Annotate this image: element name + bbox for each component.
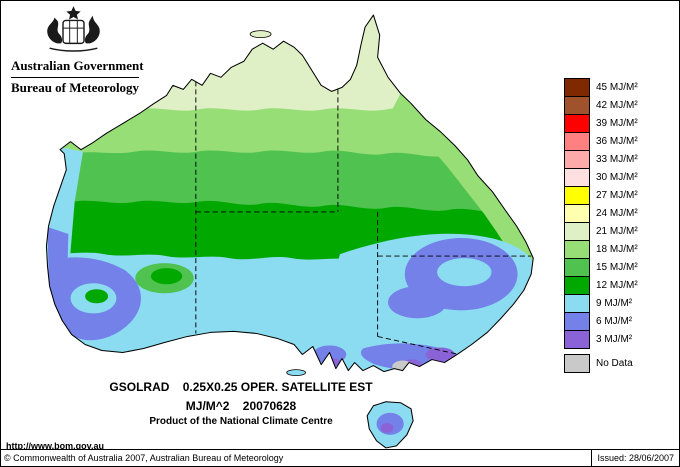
legend-swatch-15 bbox=[564, 258, 590, 277]
legend-label-15: 15 MJ/M² bbox=[596, 262, 638, 273]
melville-island bbox=[249, 30, 272, 39]
legend-swatch-42 bbox=[564, 96, 590, 115]
header: Australian Government Bureau of Meteorol… bbox=[11, 5, 161, 96]
legend-label-30: 30 MJ/M² bbox=[596, 172, 638, 183]
legend-label-nodata: No Data bbox=[596, 358, 633, 369]
legend-item-30: 30 MJ/M² bbox=[564, 168, 638, 187]
legend-item-6: 6 MJ/M² bbox=[564, 312, 638, 331]
caption-line2: MJ/M^2 20070628 bbox=[185, 399, 297, 413]
legend-label-21: 21 MJ/M² bbox=[596, 226, 638, 237]
legend-swatch-21 bbox=[564, 222, 590, 241]
legend-label-39: 39 MJ/M² bbox=[596, 118, 638, 129]
region-6mj-nsw-west bbox=[388, 286, 447, 319]
legend-label-36: 36 MJ/M² bbox=[596, 136, 638, 147]
bom-url: http://www.bom.gov.au bbox=[6, 441, 104, 451]
legend-item-18: 18 MJ/M² bbox=[564, 240, 638, 259]
legend-item-27: 27 MJ/M² bbox=[564, 186, 638, 205]
region-9mj-nsw-core bbox=[437, 258, 492, 287]
legend-swatch-27 bbox=[564, 186, 590, 205]
legend-swatch-6 bbox=[564, 312, 590, 331]
legend-item-33: 33 MJ/M² bbox=[564, 150, 638, 169]
legend-label-9: 9 MJ/M² bbox=[596, 298, 633, 309]
legend-swatch-24 bbox=[564, 204, 590, 223]
australia-solar-map bbox=[45, 14, 534, 449]
legend-item-9: 9 MJ/M² bbox=[564, 294, 638, 313]
border-nsw-vic bbox=[377, 336, 460, 355]
mainland-coastline bbox=[45, 14, 534, 373]
issued-date: Issued: 28/06/2007 bbox=[591, 450, 679, 466]
legend-swatch-9 bbox=[564, 294, 590, 313]
legend-label-12: 12 MJ/M² bbox=[596, 280, 638, 291]
legend-swatch-36 bbox=[564, 132, 590, 151]
legend-swatch-45 bbox=[564, 78, 590, 97]
legend-item-39: 39 MJ/M² bbox=[564, 114, 638, 133]
legend-swatch-3 bbox=[564, 330, 590, 349]
legend-swatch-12 bbox=[564, 276, 590, 295]
legend-label-45: 45 MJ/M² bbox=[596, 82, 638, 93]
legend-label-3: 3 MJ/M² bbox=[596, 334, 633, 345]
legend-item-3: 3 MJ/M² bbox=[564, 330, 638, 349]
region-3mj-tas bbox=[380, 422, 394, 433]
legend-swatch-nodata bbox=[564, 354, 590, 373]
legend-item-45: 45 MJ/M² bbox=[564, 78, 638, 97]
legend: 45 MJ/M² 42 MJ/M² 39 MJ/M² 36 MJ/M² 33 MJ/M²… bbox=[564, 78, 638, 373]
legend-label-42: 42 MJ/M² bbox=[596, 100, 638, 111]
kangaroo-island bbox=[286, 369, 306, 377]
legend-label-24: 24 MJ/M² bbox=[596, 208, 638, 219]
legend-item-36: 36 MJ/M² bbox=[564, 132, 638, 151]
legend-item-42: 42 MJ/M² bbox=[564, 96, 638, 115]
legend-item-24: 24 MJ/M² bbox=[564, 204, 638, 223]
region-18mj-qld-coast bbox=[392, 93, 534, 271]
legend-swatch-39 bbox=[564, 114, 590, 133]
legend-swatch-18 bbox=[564, 240, 590, 259]
tasmania-coastline bbox=[366, 401, 414, 449]
region-12mj-wa-pocket bbox=[150, 268, 183, 285]
caption-line3: Product of the National Climate Centre bbox=[149, 416, 333, 427]
footer: © Commonwealth of Australia 2007, Austra… bbox=[1, 449, 679, 466]
coat-of-arms-icon bbox=[47, 6, 100, 52]
legend-swatch-33 bbox=[564, 150, 590, 169]
map-caption: GSOLRAD 0.25X0.25 OPER. SATELLITE EST MJ… bbox=[61, 380, 421, 427]
legend-swatch-30 bbox=[564, 168, 590, 187]
legend-label-33: 33 MJ/M² bbox=[596, 154, 638, 165]
state-borders bbox=[195, 81, 532, 355]
legend-item-15: 15 MJ/M² bbox=[564, 258, 638, 277]
legend-item-12: 12 MJ/M² bbox=[564, 276, 638, 295]
region-3mj-alps bbox=[425, 347, 455, 362]
legend-label-27: 27 MJ/M² bbox=[596, 190, 638, 201]
legend-label-18: 18 MJ/M² bbox=[596, 244, 638, 255]
legend-label-6: 6 MJ/M² bbox=[596, 316, 633, 327]
legend-item-21: 21 MJ/M² bbox=[564, 222, 638, 241]
caption-line1: GSOLRAD 0.25X0.25 OPER. SATELLITE EST bbox=[109, 380, 373, 394]
region-12mj-sw-core bbox=[85, 289, 109, 304]
legend-item-nodata: No Data bbox=[564, 354, 638, 373]
bureau-title: Bureau of Meteorology bbox=[11, 80, 140, 95]
region-21mj-band bbox=[46, 15, 534, 111]
government-title: Australian Government bbox=[11, 58, 144, 73]
header-divider bbox=[11, 77, 139, 78]
copyright-text: © Commonwealth of Australia 2007, Austra… bbox=[4, 453, 284, 463]
